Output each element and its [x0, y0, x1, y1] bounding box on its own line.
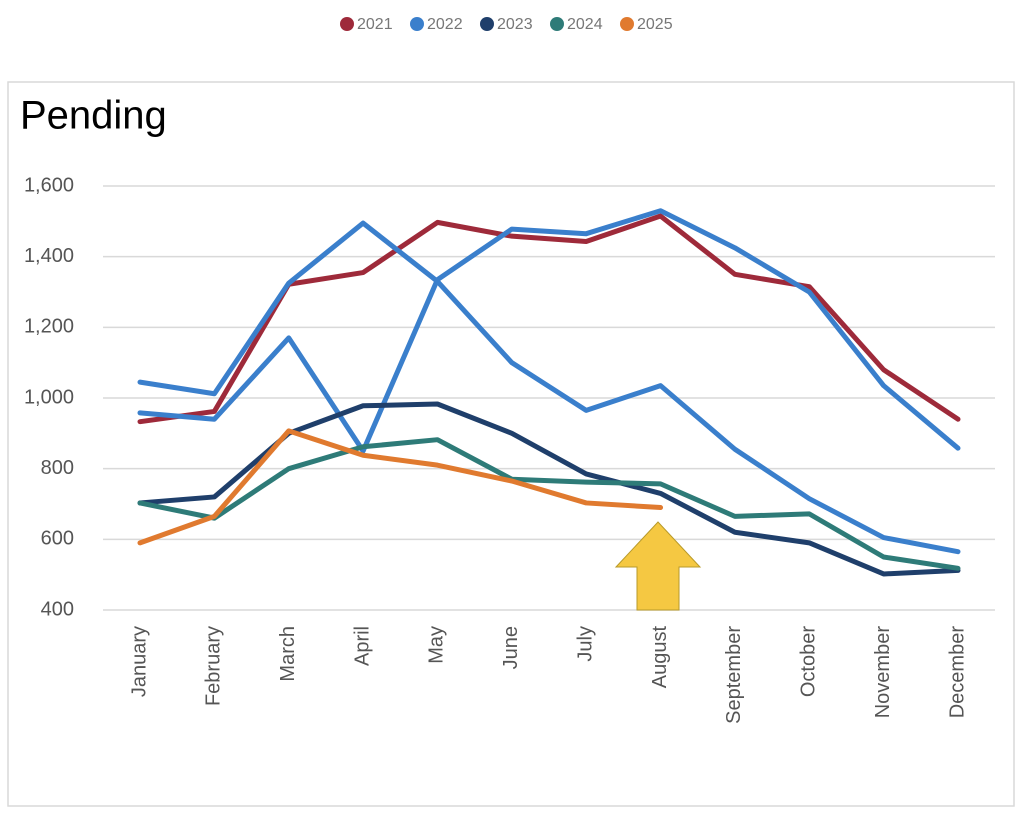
x-tick-label: May — [426, 626, 448, 664]
series-line — [137, 208, 961, 454]
legend: 2021 2022 2023 2024 2025 — [340, 16, 673, 33]
chart-frame — [7, 81, 1015, 807]
legend-label: 2021 — [357, 16, 393, 33]
y-tick-label: 1,000 — [24, 386, 74, 408]
x-tick-label: January — [128, 626, 150, 697]
legend-label: 2025 — [637, 16, 673, 33]
series-line — [137, 428, 664, 546]
x-tick-label: December — [946, 626, 968, 719]
legend-swatch — [410, 17, 424, 31]
x-tick-label: June — [500, 626, 522, 669]
x-tick-label: September — [723, 626, 745, 724]
legend-label: 2023 — [497, 16, 533, 33]
x-tick-label: October — [798, 626, 820, 697]
arrow — [614, 521, 702, 611]
x-tick-label: November — [872, 626, 894, 719]
y-tick-label: 800 — [41, 457, 74, 479]
x-tick-label: August — [649, 626, 671, 689]
x-tick-label: April — [351, 626, 373, 666]
legend-swatch — [620, 17, 634, 31]
legend-swatch — [550, 17, 564, 31]
legend-swatch — [340, 17, 354, 31]
y-tick-label: 1,400 — [24, 245, 74, 267]
lines — [137, 208, 961, 577]
x-tick-label: July — [574, 626, 596, 662]
y-tick-label: 1,200 — [24, 316, 74, 338]
x-tick-label: February — [203, 626, 225, 706]
y-tick-label: 600 — [41, 528, 74, 550]
y-tick-label: 1,600 — [24, 174, 74, 196]
legend-label: 2024 — [567, 16, 603, 33]
y-tick-label: 400 — [41, 598, 74, 620]
series-line — [137, 437, 961, 571]
grid: 400 600 800 1,000 1,200 1,400 1,600 January Febr… — [24, 174, 995, 724]
x-tick-label: March — [277, 626, 299, 682]
legend-swatch — [480, 17, 494, 31]
chart-title: Pending — [20, 94, 167, 138]
series-line — [137, 220, 961, 555]
legend-label: 2022 — [427, 16, 463, 33]
